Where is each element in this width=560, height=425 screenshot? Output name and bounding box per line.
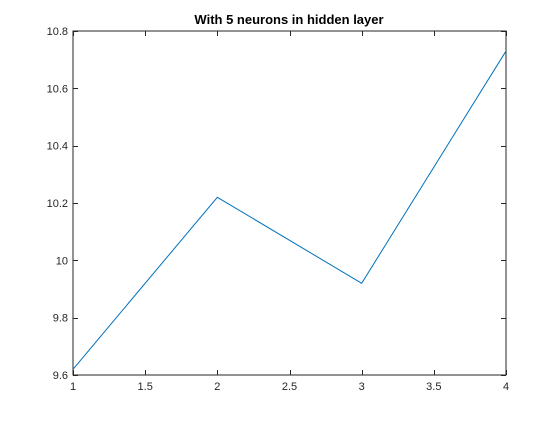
x-tick-label: 2.5 — [282, 381, 297, 393]
y-tick-label: 10.6 — [47, 83, 68, 95]
series-line — [72, 50, 507, 370]
y-tick-label: 10.2 — [47, 198, 68, 210]
y-tick-label: 9.8 — [53, 313, 68, 325]
y-tick-label: 9.6 — [53, 370, 68, 382]
x-tick-label: 4 — [503, 381, 509, 393]
x-tick-label: 3 — [359, 381, 365, 393]
chart-title: With 5 neurons in hidden layer — [194, 12, 383, 27]
y-tick-label: 10.8 — [47, 26, 68, 38]
axes-box — [72, 30, 507, 376]
x-tick-label: 2 — [214, 381, 220, 393]
x-tick-label: 1.5 — [138, 381, 153, 393]
y-tick-label: 10.4 — [47, 141, 68, 153]
plot-area: 1 1.5 2 2.5 3 3.5 4 9.6 9.8 10 10.2 10.4 10.6 10.8 — [47, 26, 509, 393]
x-tick-label: 3.5 — [426, 381, 441, 393]
x-tick-label: 1 — [70, 381, 76, 393]
y-tick-label: 10 — [56, 255, 68, 267]
